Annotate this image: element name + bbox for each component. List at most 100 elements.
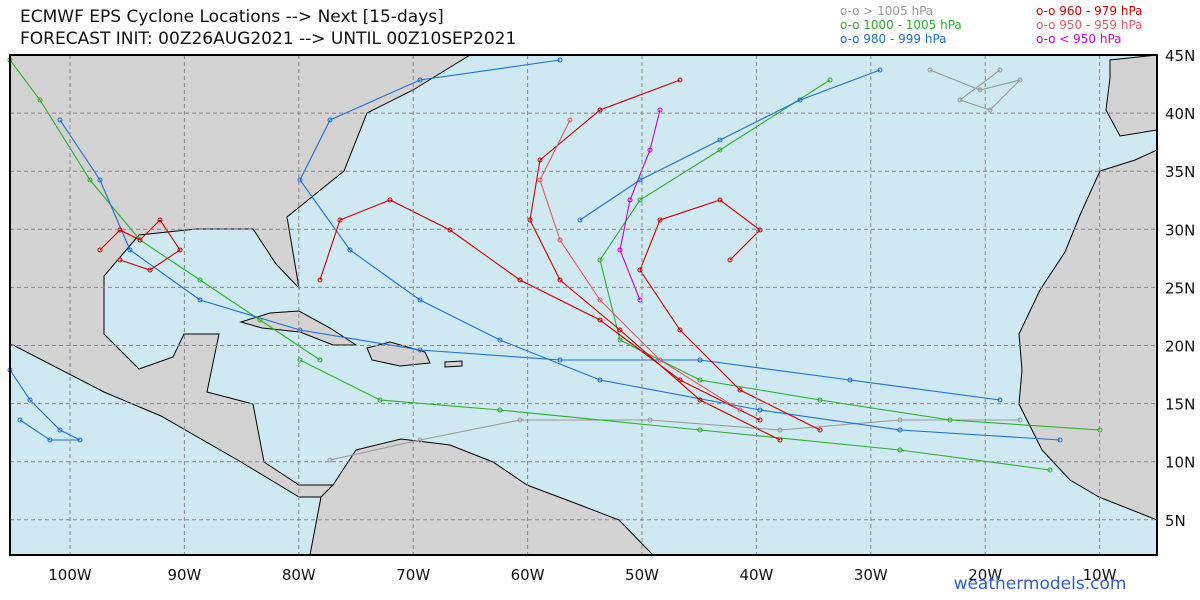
track-point xyxy=(387,197,393,203)
legend-entry: o-o 960 - 979 hPa xyxy=(1036,4,1143,18)
track-point xyxy=(97,177,103,183)
track-point xyxy=(157,217,163,223)
legend-entry: o-o 1000 - 1005 hPa xyxy=(840,18,962,32)
track-point xyxy=(657,107,663,113)
track-point xyxy=(597,297,603,303)
track-point xyxy=(617,337,623,343)
track xyxy=(299,59,1061,441)
track-point xyxy=(57,117,63,123)
track-point xyxy=(557,357,563,363)
track-point xyxy=(757,407,763,413)
track xyxy=(929,69,1022,111)
track-point xyxy=(127,247,133,253)
track-point xyxy=(97,247,103,253)
track-point xyxy=(337,217,343,223)
track-point xyxy=(497,337,503,343)
map-frame xyxy=(9,54,1158,556)
lon-label: 60W xyxy=(511,566,545,584)
track-point xyxy=(957,97,963,103)
track-point xyxy=(637,197,643,203)
track-point xyxy=(757,417,763,423)
track-point xyxy=(557,237,563,243)
track-point xyxy=(717,147,723,153)
track-point xyxy=(677,77,683,83)
track-point xyxy=(717,137,723,143)
track-point xyxy=(537,157,543,163)
lon-label: 50W xyxy=(625,566,659,584)
track-point xyxy=(417,347,423,353)
legend-entry: o-o < 950 hPa xyxy=(1036,32,1122,46)
track-point xyxy=(677,377,683,383)
track-point xyxy=(177,247,183,253)
track-point xyxy=(297,177,303,183)
track-point xyxy=(677,327,683,333)
track xyxy=(579,69,881,221)
track-point xyxy=(327,117,333,123)
track-point xyxy=(117,257,123,263)
track-point xyxy=(137,237,143,243)
track-point xyxy=(47,437,53,443)
track-point xyxy=(1017,417,1023,423)
title: ECMWF EPS Cyclone Locations --> Next [15… xyxy=(20,7,444,27)
track-point xyxy=(647,417,653,423)
lon-label: 70W xyxy=(396,566,430,584)
puerto-rico xyxy=(444,360,463,368)
track xyxy=(329,419,1020,461)
track-point xyxy=(417,437,423,443)
track-point xyxy=(37,97,43,103)
track-point xyxy=(757,227,763,233)
track xyxy=(99,219,181,271)
track-point xyxy=(637,267,643,273)
track-point xyxy=(847,377,853,383)
lon-label: 100W xyxy=(48,566,92,584)
lat-label: 45N xyxy=(1165,47,1195,65)
track xyxy=(529,79,781,441)
track-point xyxy=(737,407,743,413)
track-point xyxy=(617,327,623,333)
track-point xyxy=(1017,77,1023,83)
track-point xyxy=(417,297,423,303)
lat-label: 30N xyxy=(1165,221,1195,239)
track-point xyxy=(117,227,123,233)
track-point xyxy=(647,147,653,153)
track-point xyxy=(997,67,1003,73)
track-point xyxy=(897,427,903,433)
track-point xyxy=(17,417,23,423)
track-point xyxy=(317,277,323,283)
track-point xyxy=(697,357,703,363)
track xyxy=(319,199,761,421)
track-point xyxy=(377,397,383,403)
track-point xyxy=(927,67,933,73)
track-point xyxy=(517,277,523,283)
track-point xyxy=(497,407,503,413)
track-point xyxy=(627,197,633,203)
track-point xyxy=(557,57,563,63)
track-point xyxy=(577,217,583,223)
track-point xyxy=(657,217,663,223)
lon-label: 80W xyxy=(282,566,316,584)
track-point xyxy=(697,427,703,433)
track-point xyxy=(727,257,733,263)
lon-label: 90W xyxy=(167,566,201,584)
track-point xyxy=(697,397,703,403)
watermark: weathermodels.com xyxy=(954,574,1127,594)
track-point xyxy=(447,227,453,233)
track-point xyxy=(567,117,573,123)
track xyxy=(599,79,1101,431)
track-point xyxy=(557,277,563,283)
lon-label: 40W xyxy=(739,566,773,584)
track-point xyxy=(717,197,723,203)
track-point xyxy=(897,447,903,453)
track-point xyxy=(897,417,903,423)
legend-entry: o-o 950 - 959 hPa xyxy=(1036,18,1143,32)
track xyxy=(299,359,1051,471)
track-point xyxy=(697,377,703,383)
track xyxy=(619,109,661,301)
track-point xyxy=(537,177,543,183)
track-point xyxy=(77,437,83,443)
lon-label: 10W xyxy=(1083,566,1117,584)
track-point xyxy=(987,107,993,113)
track-point xyxy=(197,277,203,283)
lat-label: 20N xyxy=(1165,338,1195,356)
graticule: 100W 90W 80W 70W 60W 50W 40W 30W 20W 10W 45N 40N 35N… xyxy=(10,47,1195,584)
